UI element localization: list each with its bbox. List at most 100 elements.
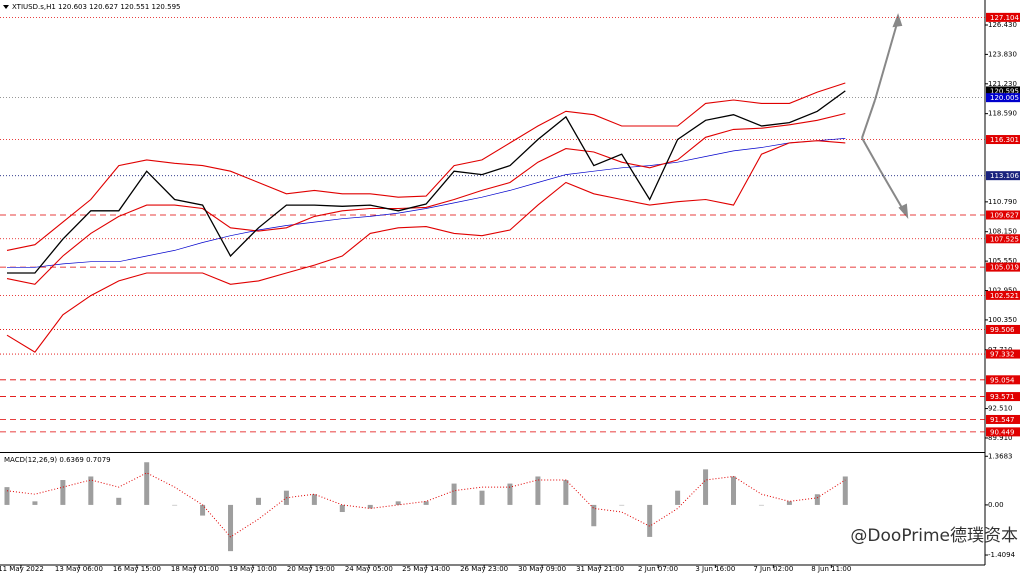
macd-bar	[200, 504, 206, 516]
level-label-box	[986, 414, 1020, 424]
level-label: 120.005	[990, 94, 1019, 102]
x-tick-label: 26 May 23:00	[460, 565, 508, 573]
macd-bar	[423, 501, 429, 505]
x-tick-label: 31 May 21:00	[576, 565, 624, 573]
y-tick-label: 89.910	[988, 434, 1013, 442]
price-line	[6, 112, 846, 285]
level-label: 97.332	[990, 351, 1015, 359]
macd-bar	[591, 504, 597, 527]
x-tick-label: 24 May 05:00	[345, 565, 393, 573]
macd-bar	[647, 504, 653, 537]
macd-bar	[367, 504, 373, 509]
level-label: 99.506	[990, 326, 1015, 334]
level-label: 107.525	[990, 235, 1019, 243]
y-tick-label: 92.510	[988, 405, 1013, 413]
macd-bar	[116, 497, 122, 505]
y-tick-label: -1.4094	[988, 551, 1016, 559]
macd-bar	[172, 504, 178, 506]
level-label: 113.106	[990, 172, 1019, 180]
menu-triangle	[3, 5, 9, 9]
y-tick-label: 0.00	[988, 501, 1004, 509]
level-label-box	[986, 324, 1020, 334]
level-label: 93.571	[990, 393, 1015, 401]
macd-bar	[675, 490, 681, 505]
level-label: 90.449	[990, 428, 1015, 436]
y-tick-label: 126.430	[988, 21, 1017, 29]
macd-bar	[4, 487, 10, 505]
macd-bar	[479, 490, 485, 505]
macd-bar	[535, 476, 541, 505]
macd-bar	[60, 480, 66, 505]
level-label-box	[986, 349, 1020, 359]
y-tick-label: 105.550	[988, 257, 1017, 265]
x-tick-label: 7 Jun 02:00	[753, 565, 793, 573]
macd-bar	[311, 494, 317, 505]
macd-bar	[339, 504, 345, 513]
x-tick-label: 16 May 15:00	[113, 565, 161, 573]
macd-bar	[88, 476, 94, 505]
macd-bar	[144, 462, 150, 505]
y-tick-label: 123.830	[988, 50, 1017, 58]
x-tick-label: 2 Jun 07:00	[638, 565, 678, 573]
level-label-box	[986, 375, 1020, 385]
x-tick-label: 11 May 2022	[0, 565, 44, 573]
macd-bar	[395, 501, 401, 505]
y-tick-label: 121.230	[988, 80, 1017, 88]
price-line	[7, 138, 846, 268]
forecast-arrows	[861, 13, 909, 219]
level-label: 102.521	[990, 292, 1019, 300]
macd-bar	[32, 501, 38, 505]
macd-bar	[842, 476, 848, 505]
x-tick-label: 3 Jun 16:00	[695, 565, 735, 573]
price-line	[7, 90, 846, 274]
level-label-box	[986, 262, 1020, 272]
level-label: 116.301	[990, 136, 1019, 144]
x-tick-label: 18 May 01:00	[171, 565, 219, 573]
level-label-box	[986, 135, 1020, 145]
macd-bar	[619, 504, 625, 506]
macd-bar	[255, 497, 261, 505]
level-label: 91.547	[990, 416, 1015, 424]
level-label-box	[986, 427, 1020, 437]
macd-bar	[451, 483, 457, 505]
macd-bar	[814, 494, 820, 505]
x-tick-label: 13 May 06:00	[55, 565, 103, 573]
y-tick-label: 108.150	[988, 228, 1017, 236]
price-line	[6, 82, 846, 251]
x-tick-label: 30 May 09:00	[518, 565, 566, 573]
level-label-box	[986, 93, 1020, 103]
x-tick-label: 19 May 10:00	[229, 565, 277, 573]
watermark: @DooPrime德璞资本	[850, 526, 1018, 546]
level-label-box	[986, 86, 1020, 96]
macd-bar	[731, 476, 737, 505]
level-label-box	[986, 392, 1020, 402]
price-line	[6, 140, 846, 353]
chart-title: XTIUSD.s,H1 120.603 120.627 120.551 120.…	[12, 3, 180, 11]
macd-bar	[563, 480, 569, 505]
level-label: 127.104	[990, 14, 1019, 22]
level-label-box	[986, 290, 1020, 300]
level-label-box	[986, 210, 1020, 220]
macd-bar	[703, 469, 709, 505]
x-tick-label: 20 May 19:00	[287, 565, 335, 573]
y-tick-label: 118.590	[988, 110, 1017, 118]
level-label-box	[986, 234, 1020, 244]
y-tick-label: 110.790	[988, 198, 1017, 206]
macd-bar	[786, 501, 792, 505]
macd-bar	[758, 504, 764, 506]
level-label: 105.019	[990, 264, 1019, 272]
x-tick-label: 8 Jun 11:00	[811, 565, 851, 573]
macd-title: MACD(12,26,9) 0.6369 0.7079	[4, 456, 111, 464]
level-label: 109.627	[990, 212, 1019, 220]
y-tick-label: 102.950	[988, 287, 1017, 295]
macd-bar	[507, 483, 513, 505]
y-tick-label: 1.3683	[988, 452, 1013, 460]
level-label: 95.054	[990, 376, 1015, 384]
macd-bar	[228, 504, 234, 552]
x-tick-label: 25 May 14:00	[402, 565, 450, 573]
y-tick-label: 100.350	[988, 316, 1017, 324]
level-label-box	[986, 12, 1020, 22]
level-label-box	[986, 171, 1020, 181]
